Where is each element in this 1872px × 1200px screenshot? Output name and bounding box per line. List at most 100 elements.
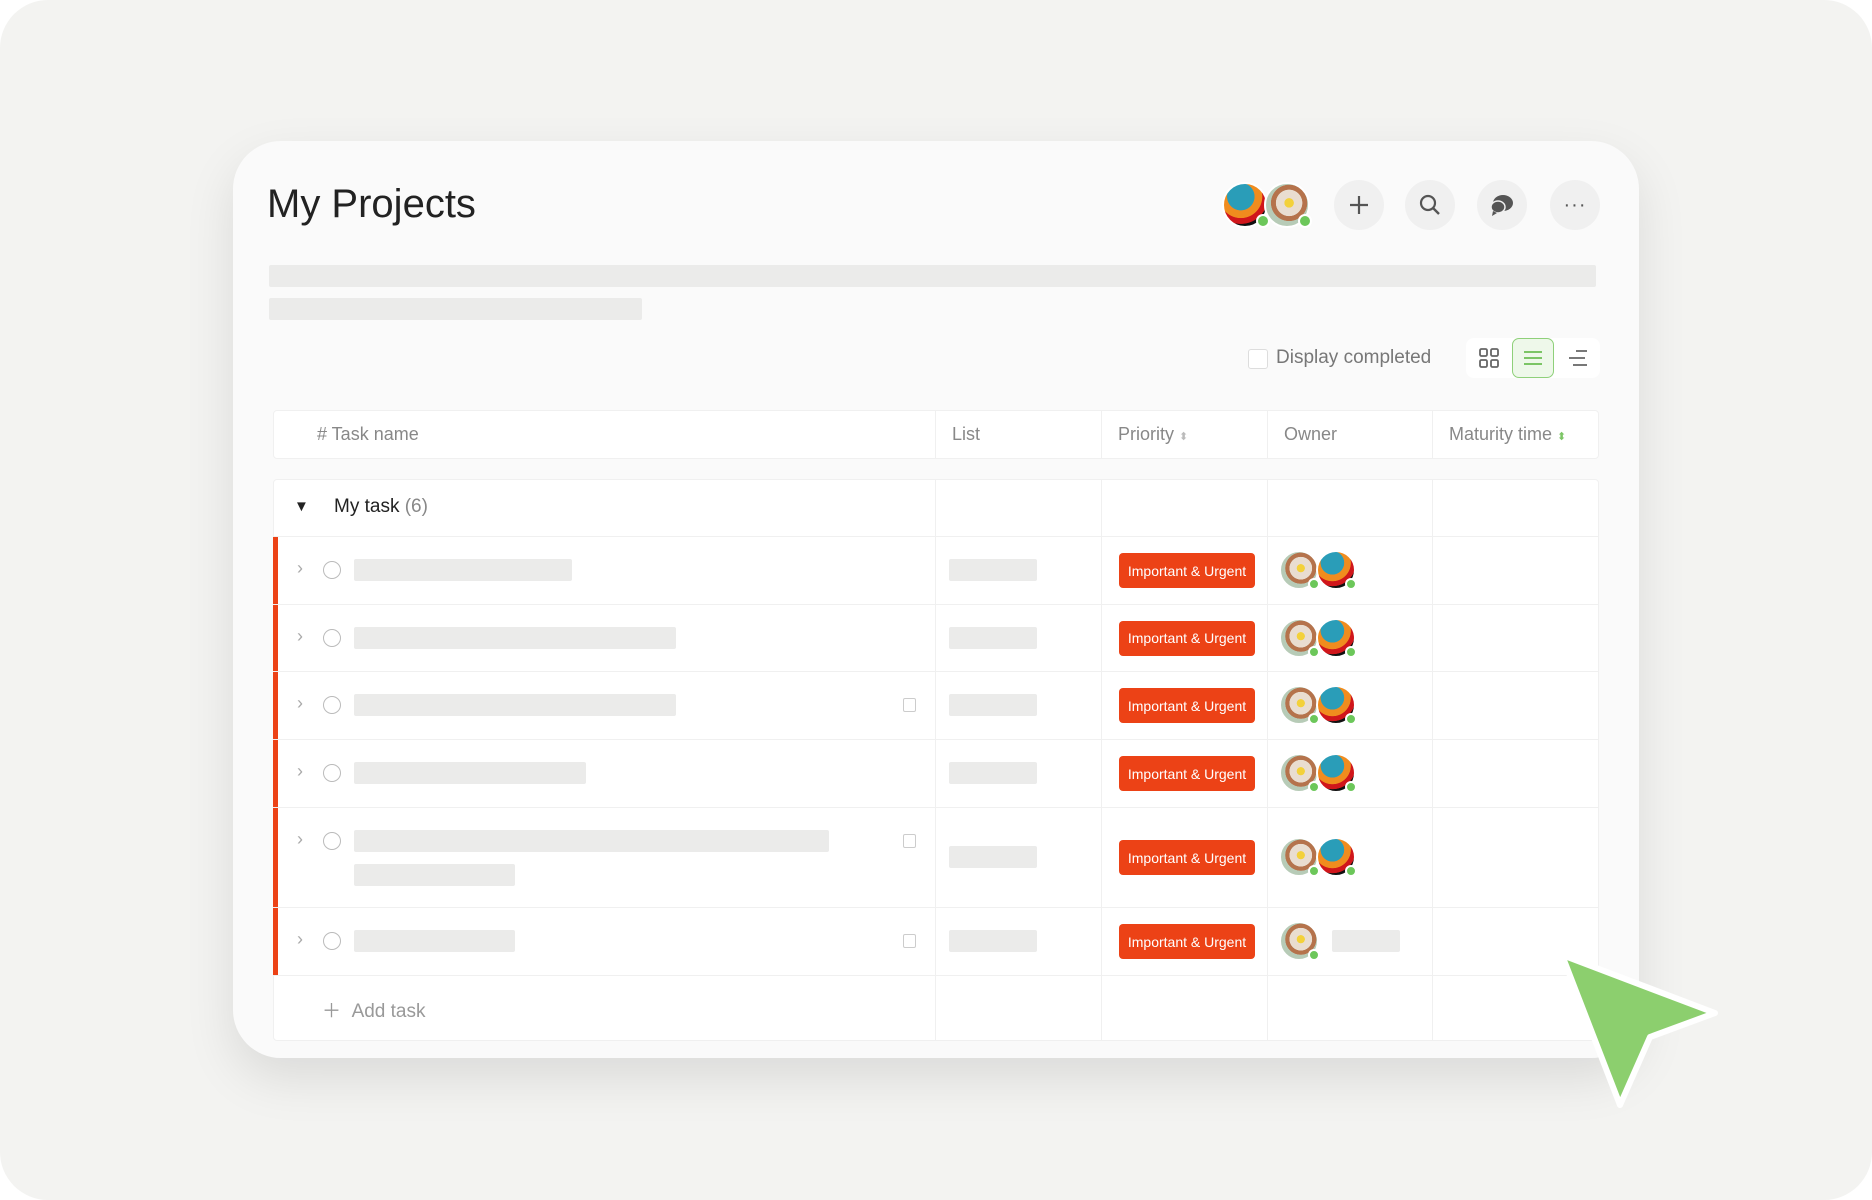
display-completed-checkbox[interactable] <box>1248 349 1268 369</box>
online-indicator <box>1308 645 1320 658</box>
note-icon <box>903 698 916 712</box>
priority-badge[interactable]: Important & Urgent <box>1119 620 1255 656</box>
divider <box>1432 410 1433 459</box>
task-name-placeholder <box>354 627 676 649</box>
expand-icon[interactable]: › <box>297 693 303 713</box>
add-task-button[interactable]: ＋ Add task <box>322 1001 426 1022</box>
task-name-placeholder <box>354 694 676 716</box>
online-indicator <box>1256 214 1270 228</box>
note-icon <box>903 934 916 948</box>
online-indicator <box>1308 578 1320 590</box>
description-placeholder <box>269 298 642 320</box>
priority-badge[interactable]: Important & Urgent <box>1119 756 1255 791</box>
complete-checkbox[interactable] <box>323 832 341 850</box>
priority-badge[interactable]: Important & Urgent <box>1119 688 1255 723</box>
group-name: My task <box>334 496 400 517</box>
online-indicator <box>1308 781 1320 793</box>
add-task-label: Add task <box>351 1001 426 1022</box>
priority-badge[interactable]: Important & Urgent <box>1119 840 1255 875</box>
owner-placeholder <box>1332 930 1400 952</box>
online-indicator <box>1308 865 1320 877</box>
group-count: (6) <box>404 496 428 517</box>
list-view-button[interactable] <box>1512 338 1554 378</box>
expand-icon[interactable]: › <box>297 829 303 849</box>
online-indicator <box>1308 949 1320 961</box>
list-placeholder <box>949 694 1037 716</box>
online-indicator <box>1345 865 1357 877</box>
sort-icon[interactable]: ⬍ <box>1557 431 1567 443</box>
group-header[interactable]: My task (6) <box>334 496 428 518</box>
expand-icon[interactable]: › <box>297 626 303 646</box>
gantt-icon <box>1569 350 1587 366</box>
search-button[interactable] <box>1405 180 1455 230</box>
row-divider <box>273 604 1599 605</box>
chat-icon <box>1490 195 1513 216</box>
column-priority-label: Priority <box>1118 424 1175 444</box>
note-icon <box>903 834 916 848</box>
cursor-pointer-icon <box>1559 952 1718 1108</box>
task-name-placeholder <box>354 830 829 852</box>
search-icon <box>1419 194 1440 215</box>
divider <box>1101 479 1102 1041</box>
owner-avatar[interactable] <box>1316 685 1356 725</box>
table-header <box>273 410 1599 459</box>
divider <box>935 410 936 459</box>
more-icon: ··· <box>1563 193 1587 216</box>
column-task-name: # Task name <box>317 424 419 444</box>
collapse-group-icon[interactable]: ▼ <box>294 498 309 515</box>
display-completed-label[interactable]: Display completed <box>1276 347 1432 368</box>
online-indicator <box>1345 713 1357 725</box>
complete-checkbox[interactable] <box>323 629 341 647</box>
divider <box>1267 479 1268 1041</box>
list-placeholder <box>949 626 1037 649</box>
divider <box>1101 410 1102 459</box>
online-indicator <box>1345 781 1357 793</box>
row-divider <box>273 975 1599 976</box>
list-placeholder <box>949 762 1037 784</box>
column-maturity-time[interactable]: Maturity time ⬍ <box>1449 424 1566 445</box>
complete-checkbox[interactable] <box>323 561 341 579</box>
task-name-placeholder <box>354 559 572 581</box>
plus-icon <box>1350 196 1368 214</box>
priority-badge[interactable]: Important & Urgent <box>1119 924 1255 959</box>
grid-icon <box>1479 348 1499 368</box>
online-indicator <box>1308 713 1320 725</box>
online-indicator <box>1345 645 1357 658</box>
add-button[interactable] <box>1334 180 1384 230</box>
row-divider <box>273 739 1599 740</box>
online-indicator <box>1345 578 1357 590</box>
list-icon <box>1524 351 1542 365</box>
complete-checkbox[interactable] <box>323 696 341 714</box>
task-name-placeholder <box>354 930 515 952</box>
sort-icon[interactable]: ⬍ <box>1179 431 1189 443</box>
expand-icon[interactable]: › <box>297 929 303 949</box>
gantt-view-button[interactable] <box>1557 338 1599 378</box>
list-placeholder <box>949 930 1037 952</box>
complete-checkbox[interactable] <box>323 932 341 950</box>
page-title: My Projects <box>267 182 476 226</box>
column-owner: Owner <box>1284 424 1338 444</box>
divider <box>1432 479 1433 1041</box>
list-placeholder <box>949 846 1037 868</box>
description-placeholder <box>269 265 1596 287</box>
divider <box>935 479 936 1041</box>
expand-icon[interactable]: › <box>297 558 303 578</box>
priority-badge[interactable]: Important & Urgent <box>1119 553 1255 588</box>
column-priority[interactable]: Priority ⬍ <box>1118 424 1188 445</box>
chat-button[interactable] <box>1477 180 1527 230</box>
column-list: List <box>952 424 981 444</box>
complete-checkbox[interactable] <box>323 764 341 782</box>
row-divider <box>273 536 1599 537</box>
list-placeholder <box>949 559 1037 581</box>
divider <box>1267 410 1268 459</box>
column-maturity-label: Maturity time <box>1449 424 1553 444</box>
expand-icon[interactable]: › <box>297 761 303 781</box>
online-indicator <box>1298 214 1312 228</box>
grid-view-button[interactable] <box>1468 338 1510 378</box>
more-button[interactable]: ··· <box>1550 180 1600 230</box>
task-name-placeholder <box>354 864 515 886</box>
priority-stripe <box>273 536 278 975</box>
task-name-placeholder <box>354 762 586 784</box>
row-divider <box>273 671 1599 672</box>
row-divider <box>273 807 1599 808</box>
